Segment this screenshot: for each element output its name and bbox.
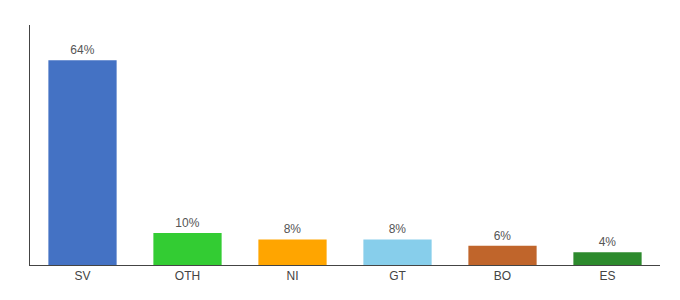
svg-text:10%: 10% [175, 216, 199, 230]
svg-text:4%: 4% [599, 235, 617, 249]
svg-text:NI: NI [287, 269, 299, 283]
svg-text:SV: SV [74, 269, 90, 283]
svg-text:BO: BO [494, 269, 511, 283]
svg-text:ES: ES [599, 269, 615, 283]
svg-text:8%: 8% [284, 222, 302, 236]
svg-text:6%: 6% [494, 229, 512, 243]
svg-text:64%: 64% [70, 43, 94, 57]
svg-text:8%: 8% [389, 222, 407, 236]
svg-text:OTH: OTH [175, 269, 200, 283]
svg-text:GT: GT [389, 269, 406, 283]
